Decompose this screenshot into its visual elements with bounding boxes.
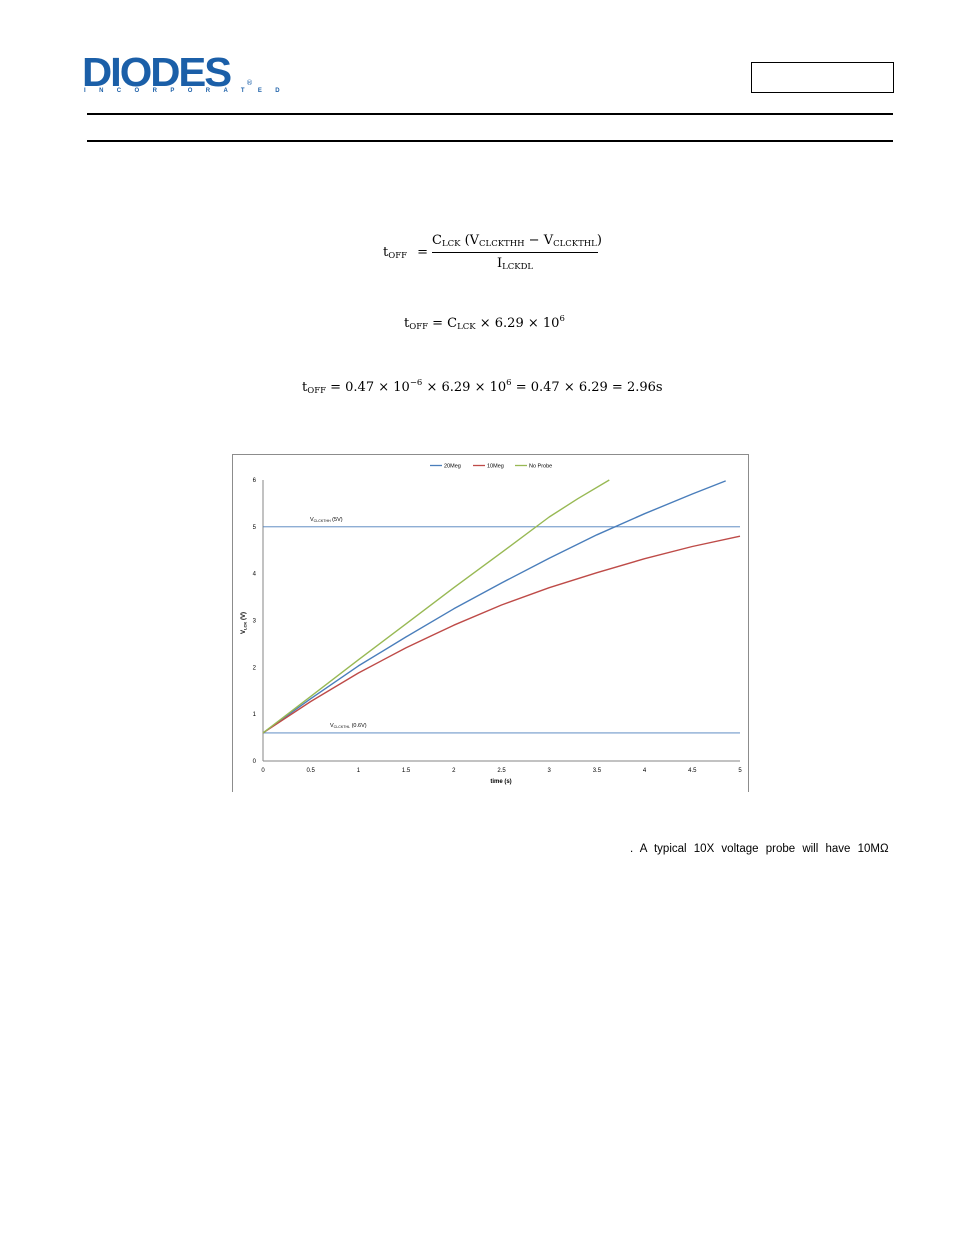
chart-frame: 20Meg 10Meg No Probe VCLCKTHH (5V) VCLCKTHL… bbox=[232, 454, 749, 792]
x-tick-label: 1.5 bbox=[402, 768, 411, 774]
x-tick-label: 0.5 bbox=[307, 768, 316, 774]
x-tick-label: 2 bbox=[452, 768, 456, 774]
legend-label: No Probe bbox=[529, 464, 552, 470]
y-axis-label: VLCK (V) bbox=[241, 612, 248, 634]
equation-1-numerator: CLCK (VCLCKTHH − VCLCKTHL) bbox=[432, 233, 602, 253]
header-part-number-box bbox=[751, 62, 894, 93]
y-tick-label: 5 bbox=[253, 525, 257, 531]
y-tick-label: 2 bbox=[253, 665, 257, 671]
reference-line-label: VCLCKTHH (5V) bbox=[310, 517, 343, 523]
x-tick-labels: 0 0.5 1 1.5 2 2.5 3 3.5 4 4.5 5 bbox=[261, 768, 742, 774]
logo-registered-mark: ® bbox=[246, 79, 253, 87]
x-tick-label: 3 bbox=[548, 768, 552, 774]
legend-label: 10Meg bbox=[487, 464, 504, 470]
x-tick-label: 5 bbox=[738, 768, 742, 774]
y-tick-label: 4 bbox=[253, 572, 257, 578]
legend-label: 20Meg bbox=[444, 464, 461, 470]
x-tick-label: 0 bbox=[261, 768, 265, 774]
x-tick-label: 3.5 bbox=[593, 768, 602, 774]
series-line bbox=[262, 479, 610, 734]
x-tick-label: 2.5 bbox=[497, 768, 506, 774]
series-line bbox=[262, 480, 726, 734]
reference-lines: VCLCKTHH (5V) VCLCKTHL (0.6V) bbox=[263, 517, 740, 734]
x-axis-label: time (s) bbox=[490, 779, 511, 785]
y-tick-label: 1 bbox=[253, 712, 257, 718]
diodes-logo: DIODES ® INCORPORATED bbox=[82, 49, 280, 98]
y-tick-label: 3 bbox=[253, 619, 257, 625]
equation-1-fraction: CLCK (VCLCKTHH − VCLCKTHL) ILCKDL bbox=[432, 233, 602, 272]
x-tick-label: 4.5 bbox=[688, 768, 697, 774]
body-text-fragment: . A typical 10X voltage probe will have … bbox=[630, 843, 889, 855]
series-lines bbox=[262, 479, 741, 734]
header-rule-bottom bbox=[87, 140, 893, 142]
logo-wordmark: DIODES bbox=[82, 49, 232, 95]
reference-line-label: VCLCKTHL (0.6V) bbox=[330, 723, 367, 729]
y-tick-label: 6 bbox=[253, 478, 257, 484]
equation-3: tOFF = 0.47 × 10−6 × 6.29 × 106 = 0.47 ×… bbox=[302, 378, 663, 396]
x-tick-label: 4 bbox=[643, 768, 647, 774]
series-line bbox=[262, 535, 741, 734]
y-tick-label: 0 bbox=[253, 759, 257, 765]
logo-tagline: INCORPORATED bbox=[84, 88, 294, 94]
header-rule-top bbox=[87, 113, 893, 115]
y-tick-labels: 0 1 2 3 4 5 6 bbox=[253, 478, 257, 765]
equation-1-lhs: tOFF = bbox=[383, 245, 429, 261]
x-tick-label: 1 bbox=[357, 768, 361, 774]
equation-1-denominator: ILCKDL bbox=[496, 256, 534, 272]
vlck-charge-chart: 20Meg 10Meg No Probe VCLCKTHH (5V) VCLCKTHL… bbox=[241, 464, 742, 786]
equation-2: tOFF = CLCK × 6.29 × 106 bbox=[404, 314, 565, 332]
chart-legend: 20Meg 10Meg No Probe bbox=[430, 464, 552, 470]
